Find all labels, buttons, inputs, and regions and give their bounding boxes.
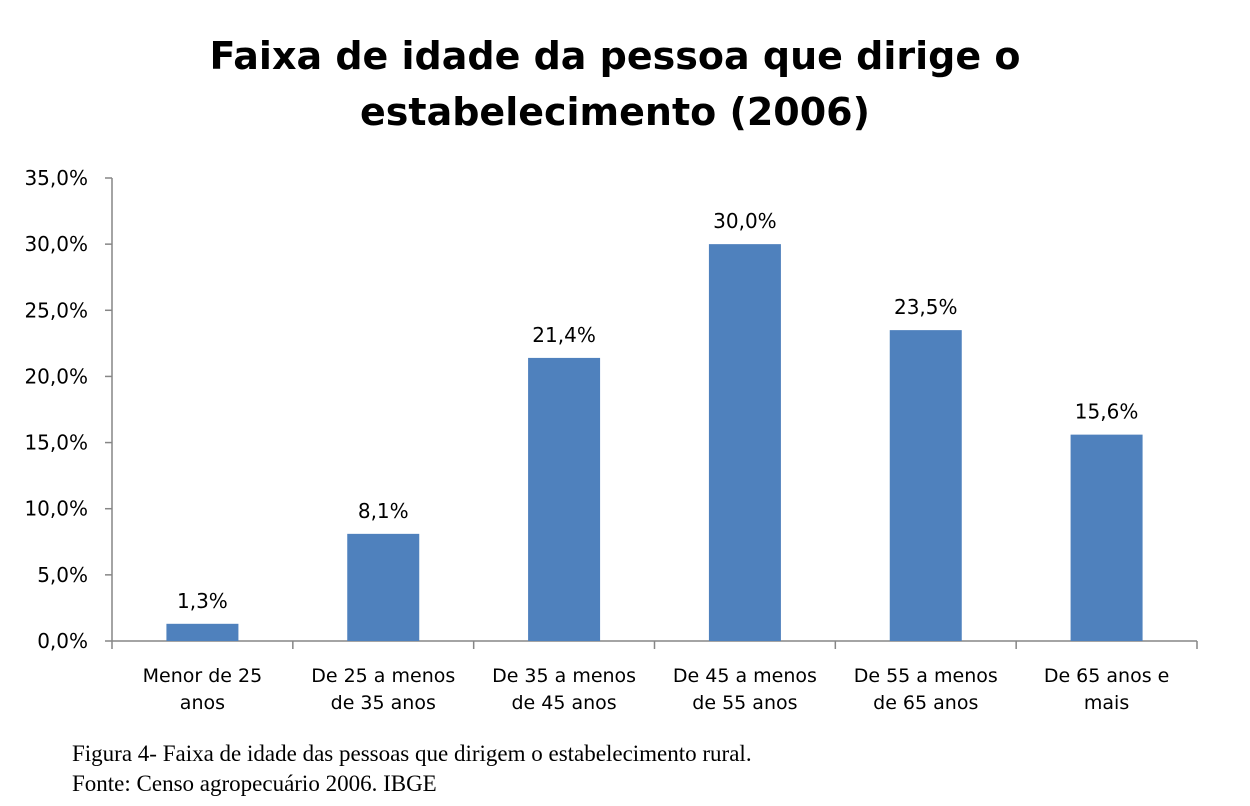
x-axis [111, 640, 1198, 649]
x-tick-label: Menor de 25 anos [143, 665, 263, 714]
data-labels: 1,3% 8,1% 21,4% 30,0% 23,5% 15,6% [177, 209, 1138, 613]
y-tick-label: 20,0% [24, 364, 88, 388]
category-labels: Menor de 25 anos De 25 a menos de 35 anos De… [143, 665, 1170, 714]
x-tick-label: De 55 a menos de 65 anos [854, 665, 998, 714]
y-tick-label: 30,0% [24, 232, 88, 256]
y-tick-label: 25,0% [24, 298, 88, 322]
bars [166, 244, 1143, 641]
data-label: 21,4% [532, 323, 596, 347]
bar [1070, 434, 1143, 641]
y-axis: 0,0% 5,0% 10,0% 15,0% 20,0% 25,0% 30,0% 35,0% [24, 166, 113, 653]
data-label: 15,6% [1075, 400, 1139, 424]
data-label: 30,0% [713, 209, 777, 233]
x-tick-label: De 45 a menos de 55 anos [673, 665, 817, 714]
figure-source: Fonte: Censo agropecuário 2006. IBGE [72, 771, 437, 796]
x-tick-label: De 25 a menos de 35 anos [311, 665, 455, 714]
x-tick-label: De 65 anos e mais [1044, 665, 1170, 714]
y-tick-label: 5,0% [37, 563, 88, 587]
bar [708, 244, 781, 641]
bar-chart: 0,0% 5,0% 10,0% 15,0% 20,0% 25,0% 30,0% 35,0% 1… [24, 166, 1198, 714]
x-tick-label: De 35 a menos de 45 anos [492, 665, 636, 714]
bar [347, 533, 420, 641]
chart-title: Faixa de idade da pessoa que dirige o es… [0, 28, 1230, 140]
bar [528, 357, 601, 641]
y-tick-label: 10,0% [24, 497, 88, 521]
data-label: 1,3% [177, 589, 228, 613]
data-label: 8,1% [358, 499, 409, 523]
y-tick-label: 15,0% [24, 431, 88, 455]
y-tick-label: 0,0% [37, 629, 88, 653]
data-label: 23,5% [894, 295, 958, 319]
chart-title-line-2: estabelecimento (2006) [360, 90, 870, 134]
bar [166, 623, 239, 641]
bar [889, 330, 962, 641]
figure-caption: Figura 4- Faixa de idade das pessoas que… [72, 741, 752, 766]
chart-title-line-1: Faixa de idade da pessoa que dirige o [209, 34, 1021, 78]
y-tick-label: 35,0% [24, 166, 88, 190]
